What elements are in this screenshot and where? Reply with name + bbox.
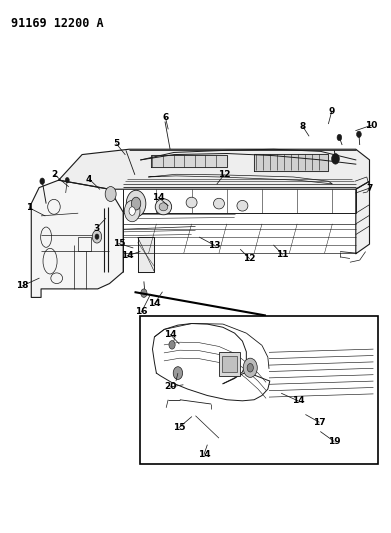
Text: 91169 12200 A: 91169 12200 A bbox=[11, 17, 104, 30]
Text: 14: 14 bbox=[292, 397, 304, 405]
Text: 16: 16 bbox=[135, 308, 148, 316]
Ellipse shape bbox=[155, 199, 172, 215]
Ellipse shape bbox=[237, 200, 248, 211]
Circle shape bbox=[92, 230, 102, 243]
Text: 6: 6 bbox=[162, 113, 169, 122]
Polygon shape bbox=[254, 154, 328, 171]
Polygon shape bbox=[31, 180, 123, 297]
Bar bbox=[78, 237, 91, 251]
Circle shape bbox=[124, 200, 140, 222]
Circle shape bbox=[173, 367, 183, 379]
Text: 9: 9 bbox=[328, 108, 335, 116]
Text: 15: 15 bbox=[173, 423, 185, 432]
Text: 14: 14 bbox=[121, 252, 133, 260]
Text: 20: 20 bbox=[164, 383, 176, 391]
Circle shape bbox=[65, 177, 69, 183]
Circle shape bbox=[131, 197, 141, 210]
Text: 3: 3 bbox=[93, 224, 100, 232]
Ellipse shape bbox=[213, 198, 224, 209]
Polygon shape bbox=[59, 149, 369, 189]
Circle shape bbox=[126, 190, 146, 217]
Text: 5: 5 bbox=[113, 140, 120, 148]
Text: 10: 10 bbox=[365, 121, 378, 130]
Text: 14: 14 bbox=[164, 330, 177, 339]
Circle shape bbox=[169, 341, 175, 349]
Text: 17: 17 bbox=[313, 418, 325, 426]
Polygon shape bbox=[138, 237, 154, 272]
Text: 13: 13 bbox=[208, 241, 221, 249]
Circle shape bbox=[141, 289, 147, 297]
Circle shape bbox=[95, 234, 99, 239]
Polygon shape bbox=[151, 155, 227, 167]
Text: 14: 14 bbox=[198, 450, 210, 458]
Circle shape bbox=[337, 134, 342, 141]
Text: 1: 1 bbox=[26, 204, 32, 212]
Text: 19: 19 bbox=[328, 437, 340, 446]
Text: 12: 12 bbox=[243, 254, 256, 263]
Text: 4: 4 bbox=[86, 175, 92, 183]
Text: 11: 11 bbox=[276, 250, 289, 259]
Bar bbox=[222, 356, 237, 372]
Ellipse shape bbox=[186, 197, 197, 208]
Circle shape bbox=[357, 131, 361, 138]
Circle shape bbox=[105, 187, 116, 201]
Text: 7: 7 bbox=[366, 184, 373, 192]
Circle shape bbox=[40, 178, 45, 184]
Ellipse shape bbox=[159, 203, 168, 211]
Text: 14: 14 bbox=[152, 193, 165, 201]
Circle shape bbox=[247, 364, 253, 372]
Polygon shape bbox=[356, 181, 369, 254]
Text: 15: 15 bbox=[113, 239, 125, 248]
Circle shape bbox=[129, 207, 135, 215]
Text: 2: 2 bbox=[52, 171, 58, 179]
Text: 12: 12 bbox=[218, 171, 230, 179]
Circle shape bbox=[332, 154, 339, 164]
Circle shape bbox=[243, 358, 257, 377]
Text: 18: 18 bbox=[16, 281, 29, 290]
Bar bbox=[140, 316, 378, 464]
Text: 8: 8 bbox=[300, 123, 306, 131]
Bar bbox=[219, 352, 240, 376]
Text: 14: 14 bbox=[148, 300, 161, 308]
